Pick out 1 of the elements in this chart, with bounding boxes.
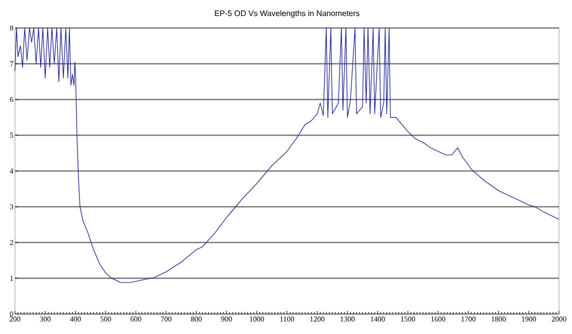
line-series <box>14 28 560 283</box>
